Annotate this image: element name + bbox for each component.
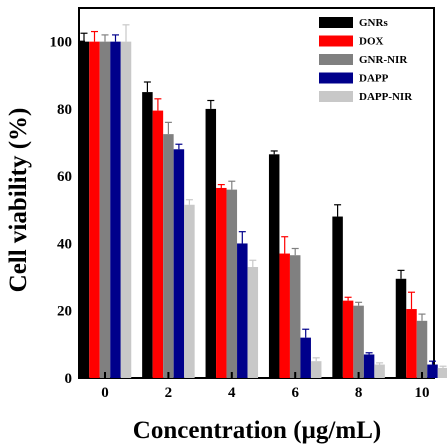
bar-dox-2 xyxy=(152,110,164,378)
bar-dapp-10 xyxy=(427,364,438,378)
bar-dapp-6 xyxy=(300,337,311,378)
error-bars-group xyxy=(80,24,447,368)
bar-dapp-0 xyxy=(110,41,121,379)
legend-label-gnrs: GNRs xyxy=(359,17,388,29)
x-tick-label: 10 xyxy=(415,385,430,401)
bar-gnr-nir-8 xyxy=(353,305,364,378)
bar-gnr-nir-2 xyxy=(163,134,174,378)
bar-gnrs-2 xyxy=(142,92,153,378)
legend-swatch-gnr-nir xyxy=(319,54,353,65)
bar-dapp-nir-4 xyxy=(247,267,259,378)
x-tick-label: 0 xyxy=(101,385,109,401)
legend-swatch-dapp xyxy=(319,72,353,84)
bar-dapp-nir-6 xyxy=(310,361,322,378)
x-tick-label: 6 xyxy=(291,385,299,401)
bar-gnr-nir-6 xyxy=(289,255,301,378)
bar-dapp-4 xyxy=(237,243,248,378)
y-tick-label: 100 xyxy=(50,35,73,51)
legend: GNRs DOX GNR-NIR DAPP DAPP-NIR xyxy=(319,17,413,103)
legend-label-dox: DOX xyxy=(359,36,384,48)
y-tick-label: 60 xyxy=(57,169,72,185)
bar-gnr-nir-4 xyxy=(226,189,238,378)
legend-swatch-gnrs xyxy=(319,17,353,28)
bar-dapp-nir-8 xyxy=(374,364,385,378)
y-tick-label: 0 xyxy=(65,371,73,387)
bar-dapp-nir-2 xyxy=(184,204,195,378)
bar-gnrs-4 xyxy=(205,108,217,378)
legend-swatch-dox xyxy=(319,35,353,47)
legend-label-dapp-nir: DAPP-NIR xyxy=(359,91,413,103)
bar-gnrs-8 xyxy=(332,216,343,378)
bar-dox-6 xyxy=(279,253,290,378)
bar-gnr-nir-0 xyxy=(99,41,111,379)
y-axis: 0 20 40 60 80 100 xyxy=(50,35,85,387)
bar-dox-10 xyxy=(406,309,417,378)
x-tick-label: 8 xyxy=(355,385,363,401)
bar-gnrs-6 xyxy=(268,154,280,378)
bar-gnrs-0 xyxy=(78,41,90,379)
y-tick-label: 20 xyxy=(57,304,72,320)
x-tick-label: 4 xyxy=(228,385,236,401)
bar-dapp-nir-0 xyxy=(120,41,132,379)
bar-dapp-2 xyxy=(173,149,185,378)
bar-dox-0 xyxy=(89,41,100,379)
bar-dox-8 xyxy=(342,300,354,378)
bar-dapp-8 xyxy=(363,354,375,378)
legend-label-gnr-nir: GNR-NIR xyxy=(359,54,408,66)
bar-dapp-nir-10 xyxy=(437,367,447,378)
bar-gnr-nir-10 xyxy=(416,320,428,378)
legend-swatch-dapp-nir xyxy=(319,91,353,102)
legend-label-dapp: DAPP xyxy=(359,73,389,85)
x-axis: 0 2 4 6 8 10 xyxy=(101,372,430,401)
y-tick-label: 40 xyxy=(57,236,72,252)
x-axis-title: Concentration (µg/mL) xyxy=(133,417,381,444)
bar-gnrs-10 xyxy=(395,278,407,378)
y-tick-label: 80 xyxy=(57,102,72,118)
x-tick-label: 2 xyxy=(165,385,173,401)
bar-dox-4 xyxy=(216,187,227,378)
y-axis-title: Cell viability (%) xyxy=(5,108,32,293)
bars-group xyxy=(78,41,447,379)
